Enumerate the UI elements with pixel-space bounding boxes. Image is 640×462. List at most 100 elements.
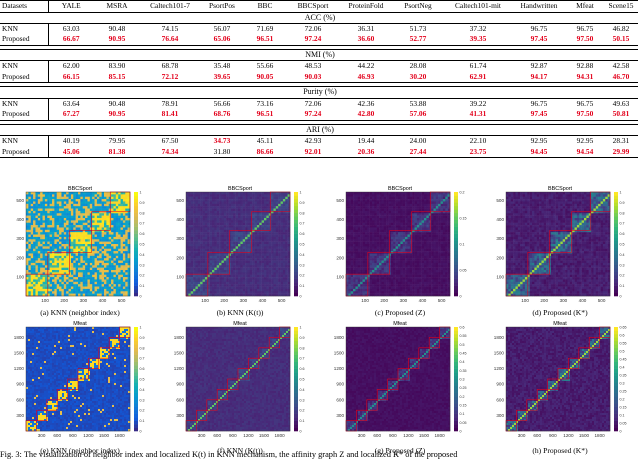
heatmap-cell: [261, 206, 265, 209]
heatmap-cell: [96, 274, 100, 278]
heatmap-cell: [240, 277, 243, 280]
heatmap-cell: [264, 192, 267, 195]
heatmap-cell: [388, 199, 392, 202]
heatmap-cell: [285, 270, 288, 273]
heatmap-cell: [197, 272, 201, 275]
heatmap-cell: [106, 288, 109, 292]
heatmap-cell: [278, 203, 281, 207]
table-cell: 67.27: [48, 109, 94, 121]
heatmap-cell: [115, 201, 119, 205]
heatmap-cell: [202, 293, 206, 297]
heatmap-cell: [104, 241, 107, 245]
heatmap-cell: [115, 192, 119, 195]
heatmap-cell: [409, 213, 413, 216]
heatmap-cell: [73, 265, 76, 268]
heatmap-cell: [440, 227, 444, 231]
heatmap-cell: [264, 284, 267, 287]
heatmap-cell: [440, 203, 444, 207]
heatmap-cell: [40, 206, 43, 209]
heatmap-cell: [101, 225, 105, 228]
colorbar-segment: [294, 282, 298, 286]
y-tick-label: 500: [176, 198, 184, 203]
heatmap-cell: [209, 253, 213, 257]
heatmap-cell: [264, 279, 267, 283]
metric-header-row: Purity (%): [0, 86, 638, 99]
heatmap-cell: [346, 196, 349, 200]
heatmap-cell: [28, 272, 31, 275]
heatmap-cell: [66, 286, 69, 290]
heatmap-cell: [204, 199, 208, 202]
heatmap-cell: [37, 270, 41, 273]
heatmap-cell: [256, 220, 260, 223]
heatmap-cell: [193, 255, 196, 259]
heatmap-cell: [348, 199, 351, 202]
heatmap-cell: [200, 210, 203, 214]
heatmap-cell: [54, 199, 57, 202]
heatmap-cell: [40, 262, 43, 266]
heatmap-cell: [256, 291, 260, 294]
heatmap-cell: [386, 232, 389, 235]
heatmap-cell: [357, 192, 361, 195]
heatmap-cell: [223, 293, 227, 297]
heatmap-cell: [228, 199, 232, 202]
heatmap-cell: [118, 244, 121, 247]
heatmap-cell: [33, 192, 36, 195]
heatmap-cell: [96, 255, 100, 259]
heatmap-cell: [26, 192, 29, 195]
heatmap-cell: [106, 251, 109, 254]
table-cell: 68.78: [161, 61, 179, 71]
heatmap-cell: [111, 192, 114, 195]
heatmap-cell: [47, 253, 50, 257]
heatmap-cell: [195, 286, 199, 290]
heatmap-cell: [282, 246, 286, 249]
heatmap-cell: [26, 220, 29, 223]
heatmap-cell: [271, 279, 274, 283]
heatmap-cell: [115, 288, 119, 292]
heatmap-cell: [99, 239, 102, 242]
table-cell: 37.32: [469, 23, 487, 33]
heatmap-cell: [96, 220, 100, 223]
heatmap-cell: [70, 279, 74, 283]
heatmap-cell: [245, 239, 248, 242]
heatmap-cell: [195, 241, 199, 245]
heatmap-cell: [127, 196, 131, 200]
heatmap-cell: [230, 239, 234, 242]
heatmap-cell: [214, 262, 217, 266]
heatmap-cell: [402, 210, 406, 214]
heatmap-cell: [221, 277, 225, 280]
heatmap-cell: [54, 284, 57, 287]
heatmap-cell: [118, 236, 121, 240]
heatmap-cell: [94, 248, 98, 252]
heatmap-cell: [37, 222, 41, 226]
heatmap-cell: [92, 220, 95, 223]
heatmap-cell: [228, 196, 232, 200]
heatmap-cell: [204, 208, 208, 212]
heatmap-cell: [87, 222, 91, 226]
heatmap-cell: [414, 227, 418, 231]
heatmap-cell: [80, 293, 83, 297]
heatmap-cell: [226, 267, 229, 271]
heatmap-cell: [190, 277, 194, 280]
heatmap-cell: [68, 279, 72, 283]
heatmap-cell: [240, 284, 243, 287]
heatmap-cell: [282, 210, 286, 214]
heatmap-cell: [348, 203, 351, 207]
heatmap-cell: [275, 194, 279, 197]
heatmap-cell: [238, 274, 241, 278]
heatmap-cell: [87, 291, 91, 294]
heatmap-cell: [249, 248, 253, 252]
heatmap-cell: [80, 291, 83, 294]
heatmap-cell: [254, 258, 258, 261]
heatmap-cell: [59, 267, 62, 271]
heatmap-cell: [49, 272, 53, 275]
heatmap-cell: [226, 203, 229, 207]
heatmap-cell: [228, 203, 232, 207]
table-cell: 62.00: [62, 61, 80, 71]
heatmap-cell: [247, 272, 251, 275]
heatmap-cell: [230, 196, 234, 200]
heatmap-cell: [230, 208, 234, 212]
colorbar-tick-label: 0.6: [300, 232, 305, 236]
heatmap-cell: [44, 213, 48, 216]
heatmap-cell: [271, 210, 274, 214]
heatmap-cell: [402, 201, 406, 205]
